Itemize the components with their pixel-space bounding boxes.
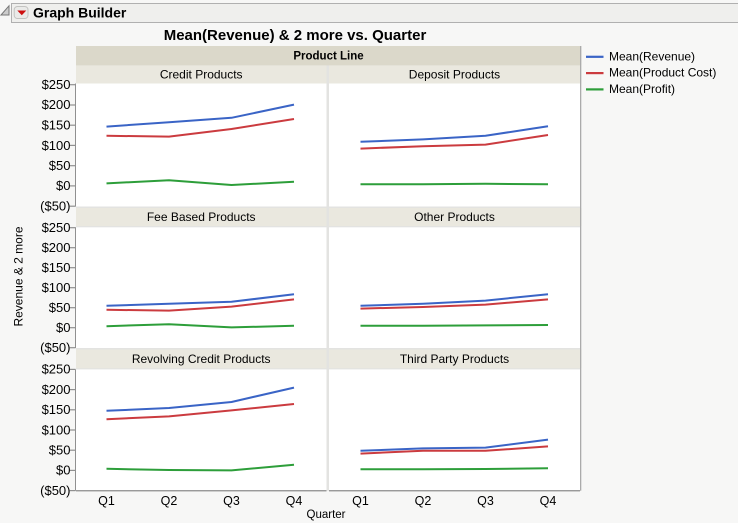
svg-text:Mean(Profit): Mean(Profit) <box>609 82 675 96</box>
svg-text:Other Products: Other Products <box>414 210 495 224</box>
svg-text:$50: $50 <box>49 158 71 173</box>
svg-text:Graph Builder: Graph Builder <box>33 5 127 21</box>
svg-text:Q2: Q2 <box>415 494 432 508</box>
svg-text:Q3: Q3 <box>223 494 240 508</box>
svg-text:$200: $200 <box>42 382 71 397</box>
svg-text:$100: $100 <box>42 422 71 437</box>
svg-text:$100: $100 <box>42 280 71 295</box>
svg-text:Q4: Q4 <box>286 494 303 508</box>
svg-text:$0: $0 <box>56 463 70 478</box>
svg-text:Fee Based Products: Fee Based Products <box>147 210 256 224</box>
svg-text:Q1: Q1 <box>98 494 115 508</box>
svg-text:$250: $250 <box>42 362 71 377</box>
svg-text:$150: $150 <box>42 118 71 133</box>
svg-text:($50): ($50) <box>40 340 70 355</box>
svg-text:Deposit Products: Deposit Products <box>409 68 500 82</box>
svg-text:Mean(Product Cost): Mean(Product Cost) <box>609 66 716 80</box>
svg-text:$50: $50 <box>49 300 71 315</box>
svg-text:Revolving Credit Products: Revolving Credit Products <box>132 352 271 366</box>
svg-text:Credit Products: Credit Products <box>160 68 243 82</box>
svg-text:($50): ($50) <box>40 483 70 498</box>
svg-text:$0: $0 <box>56 320 70 335</box>
svg-text:Product Line: Product Line <box>293 51 363 63</box>
svg-text:$250: $250 <box>42 77 71 92</box>
svg-text:Q1: Q1 <box>352 494 369 508</box>
svg-text:($50): ($50) <box>40 199 70 214</box>
svg-text:$100: $100 <box>42 138 71 153</box>
svg-text:$200: $200 <box>42 97 71 112</box>
svg-text:Quarter: Quarter <box>307 509 346 521</box>
svg-text:$200: $200 <box>42 240 71 255</box>
svg-text:Revenue & 2 more: Revenue & 2 more <box>12 226 26 326</box>
svg-text:$50: $50 <box>49 443 71 458</box>
svg-text:$150: $150 <box>42 260 71 275</box>
svg-text:$150: $150 <box>42 402 71 417</box>
svg-text:Q3: Q3 <box>477 494 494 508</box>
svg-text:Mean(Revenue) & 2 more vs. Qua: Mean(Revenue) & 2 more vs. Quarter <box>164 27 427 44</box>
svg-text:Q4: Q4 <box>540 494 557 508</box>
svg-text:$250: $250 <box>42 220 71 235</box>
svg-text:$0: $0 <box>56 178 70 193</box>
svg-text:Third Party Products: Third Party Products <box>400 352 509 366</box>
svg-text:Q2: Q2 <box>161 494 178 508</box>
svg-text:Mean(Revenue): Mean(Revenue) <box>609 49 695 63</box>
